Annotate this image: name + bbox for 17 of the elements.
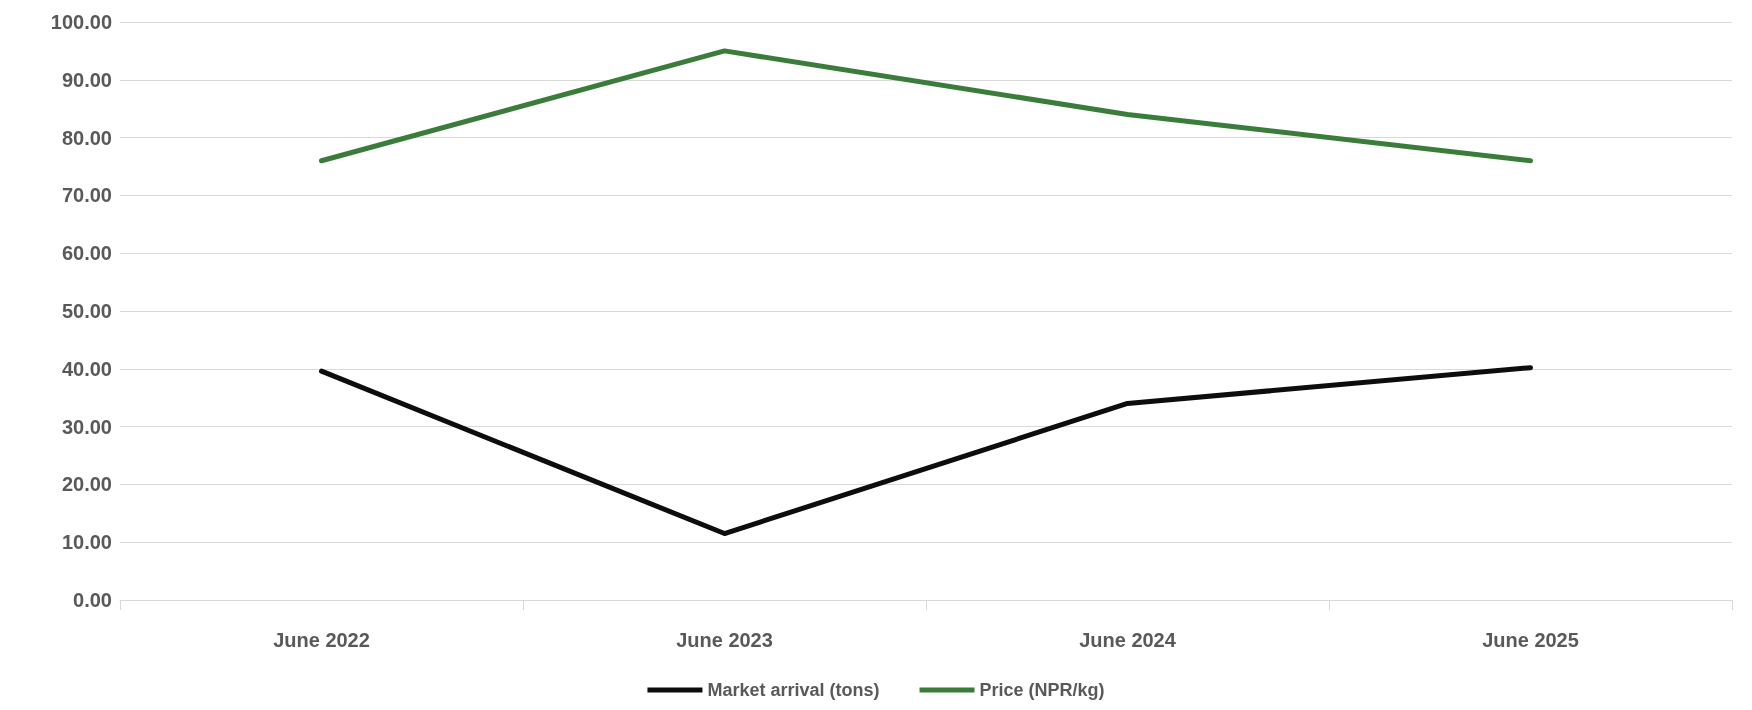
y-tick-label: 0.00 <box>73 589 112 611</box>
y-tick-label: 10.00 <box>61 531 112 554</box>
y-tick-label: 40.00 <box>61 357 112 380</box>
x-tick-label: June 2024 <box>1079 629 1177 651</box>
y-tick-label: 30.00 <box>61 415 112 438</box>
y-tick-label: 50.00 <box>61 300 112 322</box>
legend-label: Price (NPR/kg) <box>979 680 1105 700</box>
y-tick-label: 20.00 <box>61 473 112 496</box>
y-tick-label: 100.00 <box>50 11 112 33</box>
y-tick-label: 90.00 <box>61 68 112 91</box>
y-tick-label: 80.00 <box>61 126 112 149</box>
y-tick-label: 60.00 <box>61 242 112 265</box>
x-tick-label: June 2022 <box>273 629 370 651</box>
y-tick-label: 70.00 <box>61 184 112 207</box>
x-tick-label: June 2023 <box>676 629 773 651</box>
x-tick-label: June 2025 <box>1482 629 1579 651</box>
legend-label: Market arrival (tons) <box>707 680 880 700</box>
